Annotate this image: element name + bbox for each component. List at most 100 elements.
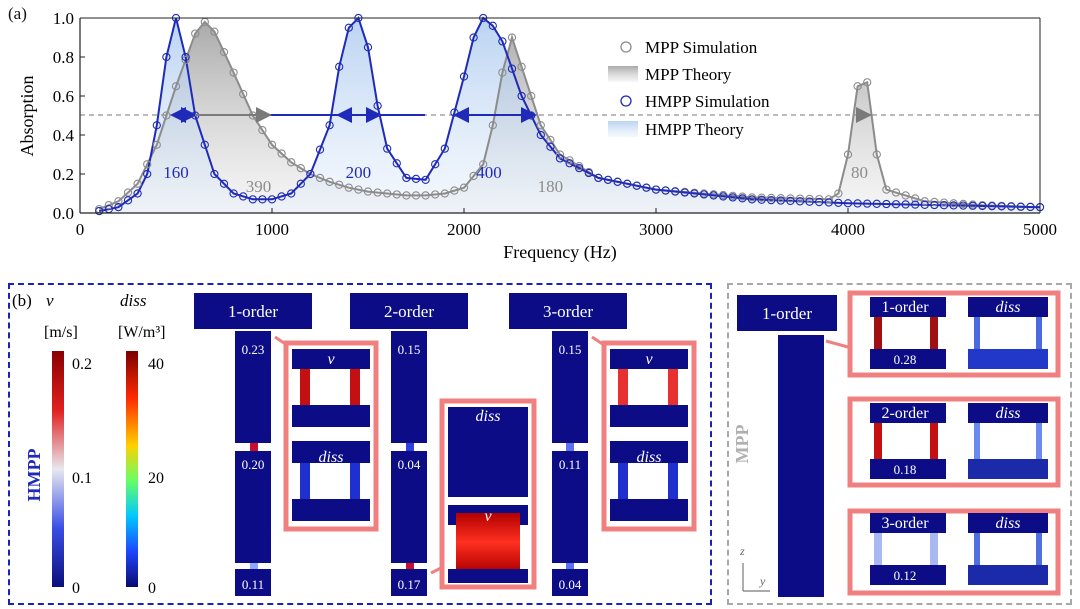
- mpp-sim-point: [431, 190, 440, 199]
- hmpp-sim-point: [1016, 202, 1025, 211]
- mpp-theory-line: [98, 20, 1041, 211]
- panel-a-label: (a): [8, 4, 27, 23]
- hmpp-sim-point: [949, 201, 958, 210]
- mpp-inset-1: 1-order 0.28 diss: [847, 290, 1061, 378]
- mpp-sim-point: [171, 82, 181, 91]
- hmpp-sim-point: [719, 192, 728, 201]
- legend-mpp-sim: MPP Simulation: [645, 38, 758, 57]
- mpp-sim-point: [488, 121, 497, 130]
- v-unit: [m/s]: [44, 324, 78, 341]
- mpp-sim-point: [815, 194, 824, 204]
- hmpp-sim-point: [536, 130, 545, 140]
- mpp-inset-3-field: diss: [996, 515, 1021, 532]
- order-3-value-bottom: 0.04: [559, 577, 582, 592]
- mpp-sim-point: [392, 190, 401, 199]
- hmpp-theory-line: [99, 16, 1041, 213]
- diss-symbol: diss: [120, 291, 147, 310]
- hmpp-sim-point: [517, 91, 526, 101]
- field-panels: (b) v [m/s] diss [W/m³] 0.2 0.1 0 40 20 …: [12, 290, 1061, 597]
- mpp-sim-point: [949, 199, 958, 208]
- mpp-sim-point: [527, 91, 536, 101]
- order-2-header: [350, 293, 468, 329]
- panel-b-label: (b): [12, 291, 32, 310]
- mpp-inset-2-field: diss: [996, 405, 1021, 422]
- mpp-sim-point: [373, 188, 382, 197]
- hmpp-sim-point: [152, 121, 161, 130]
- hmpp-sim-point: [920, 200, 929, 209]
- y-tick-label: 0.6: [53, 87, 74, 106]
- hmpp-sim-point: [114, 202, 123, 212]
- hmpp-sim-point: [968, 201, 977, 210]
- mpp-order-1-title: 1-order: [762, 304, 812, 323]
- hmpp-sim-point: [488, 21, 497, 30]
- hmpp-sim-point: [671, 187, 680, 196]
- hmpp-sim-point: [277, 192, 286, 201]
- hmpp-sim-point: [459, 72, 469, 81]
- mpp-sim-point: [335, 180, 344, 189]
- x-tick-label: 3000: [639, 220, 673, 239]
- x-axis-label: Frequency (Hz): [503, 242, 616, 263]
- hmpp-theory-area: [99, 18, 1040, 213]
- mpp-sim-point: [872, 150, 881, 159]
- v-tick-mid: 0.1: [72, 470, 92, 487]
- bandwidth-label-400: 400: [476, 163, 502, 182]
- axis-z-label: z: [739, 544, 745, 558]
- mpp-sim-point: [536, 121, 545, 130]
- order-2-inset-diss: diss: [476, 408, 501, 425]
- mpp-sim-point: [421, 191, 430, 200]
- mpp-sim-point: [901, 191, 910, 200]
- mpp-sim-point: [411, 191, 421, 200]
- absorption-chart: 0 1000 2000 3000 4000 50000.00.20.40.60.81.0 …: [17, 9, 1057, 263]
- hmpp-order-2-column: 2-order 0.15 0.04 0.17 diss v: [350, 293, 537, 596]
- order-2-value-mid: 0.04: [398, 457, 421, 472]
- mpp-inset-2: 2-order 0.18 diss: [847, 396, 1061, 488]
- diss-tick-max: 40: [148, 356, 164, 373]
- hmpp-sim-point: [133, 189, 142, 198]
- hmpp-sim-point: [709, 191, 718, 200]
- hmpp-sim-point: [623, 179, 632, 188]
- mpp-sim-point: [114, 197, 123, 206]
- mpp-tube: [778, 335, 824, 597]
- mpp-sim-point: [277, 149, 286, 158]
- mpp-inset-2-title: 2-order: [881, 405, 929, 422]
- x-tick-label: 4000: [831, 220, 865, 239]
- mpp-sim-point: [267, 140, 277, 149]
- hmpp-sim-point: [258, 195, 267, 204]
- hmpp-order-1-column: 1-order 0.23 0.20 0.11 v diss: [194, 293, 379, 596]
- mpp-inset-3-title: 3-order: [881, 515, 929, 532]
- hmpp-order-3-column: 3-order 0.15 0.11 0.04 v diss: [509, 293, 697, 596]
- hmpp-sim-point: [853, 199, 862, 208]
- hmpp-sim-point: [632, 181, 641, 190]
- mpp-sim-point: [123, 188, 133, 197]
- y-tick-label: 0.4: [53, 126, 75, 145]
- hmpp-sim-point: [219, 179, 229, 188]
- hmpp-sim-point: [690, 189, 699, 198]
- hmpp-sim-point: [651, 185, 661, 194]
- mpp-sim-point: [219, 47, 229, 57]
- hmpp-sim-point: [997, 202, 1006, 211]
- mpp-sim-point: [133, 179, 142, 188]
- y-axis-label: Absorption: [17, 76, 37, 157]
- order-1-value-mid: 0.20: [242, 457, 265, 472]
- order-3-inset-diss: diss: [637, 449, 662, 466]
- mpp-sim-point: [181, 55, 190, 65]
- mpp-sim-point: [450, 186, 459, 195]
- order-1-header: [194, 293, 312, 329]
- mpp-sim-point: [383, 189, 392, 198]
- axis-y-label: y: [759, 574, 766, 588]
- hmpp-sim-point: [680, 188, 689, 197]
- order-2-value-top: 0.15: [398, 342, 421, 357]
- mpp-inset-1-value: 0.28: [894, 352, 917, 367]
- mpp-sim-point: [555, 150, 565, 159]
- hmpp-sim-point: [613, 177, 622, 186]
- mpp-inset-3: 3-order 0.12 diss: [847, 508, 1061, 596]
- hmpp-sim-point: [776, 196, 785, 205]
- mpp-sim-point: [229, 68, 238, 77]
- bandwidth-label-200: 200: [346, 163, 372, 182]
- mpp-inset-2-value: 0.18: [894, 462, 917, 477]
- v-tick-max: 0.2: [72, 356, 92, 373]
- hmpp-side-label: HMPP: [24, 449, 44, 502]
- legend-mpp-sim-marker: [620, 41, 632, 53]
- hmpp-sim-point: [1007, 202, 1016, 211]
- hmpp-sim-point: [747, 195, 757, 204]
